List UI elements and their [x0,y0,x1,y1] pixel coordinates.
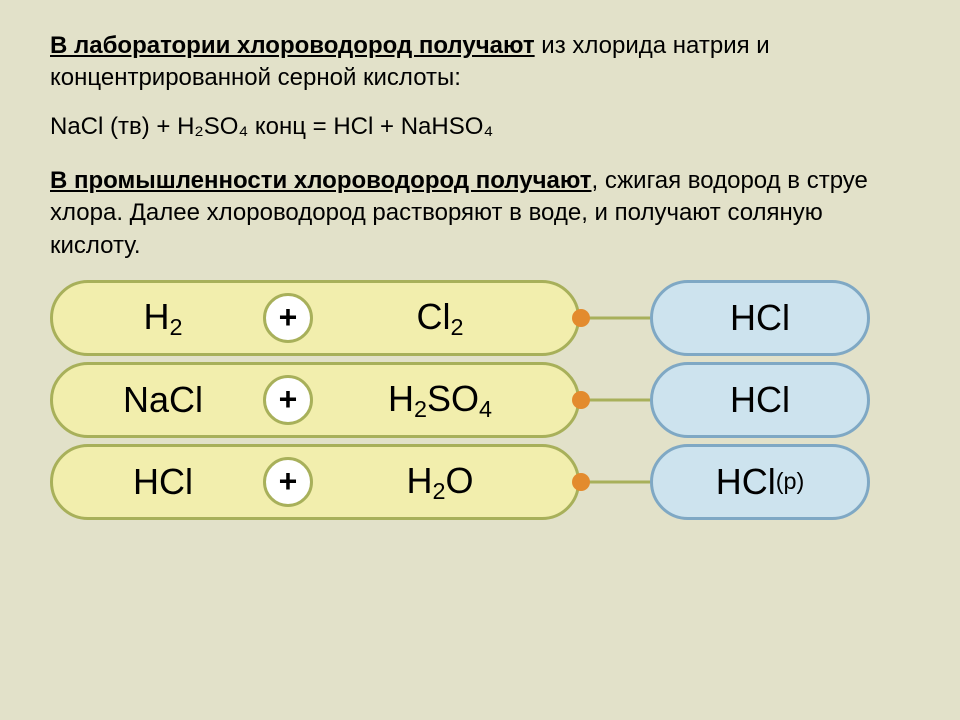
reactants-pill: HCl+H2O [50,444,580,520]
connector-dot-icon [572,391,590,409]
paragraph-2: В промышленности хлороводород получают, … [50,165,910,262]
plus-icon: + [263,457,313,507]
reactant-b: H2O [323,460,557,505]
reaction-row: NaCl+H2SO4 HCl [50,362,910,438]
plus-icon: + [263,375,313,425]
reactant-a: H2 [73,296,253,341]
product-pill: HCl [650,280,870,356]
product-pill: HCl [650,362,870,438]
reactant-b: Cl2 [323,296,557,341]
connector-dot-icon [572,473,590,491]
reactants-pill: H2+Cl2 [50,280,580,356]
para2-lead: В промышленности хлороводород получают [50,167,592,194]
paragraph-1: В лаборатории хлороводород получают из х… [50,30,910,95]
reactants-pill: NaCl+H2SO4 [50,362,580,438]
slide: В лаборатории хлороводород получают из х… [0,0,960,720]
reactions-diagram: H2+Cl2HClNaCl+H2SO4HClHCl+H2OHCl(р) [50,280,910,520]
connector-line [580,480,650,483]
reaction-row: HCl+H2O HCl(р) [50,444,910,520]
para1-lead: В лаборатории хлороводород получают [50,32,535,59]
connector-line [580,316,650,319]
reactant-b: H2SO4 [323,378,557,423]
reactant-a: HCl [73,461,253,503]
equation: NaCl (тв) + H₂SO₄ конц = HCl + NaHSO₄ [50,113,910,141]
reaction-row: H2+Cl2 HCl [50,280,910,356]
connector-dot-icon [572,309,590,327]
reactant-a: NaCl [73,379,253,421]
connector-line [580,398,650,401]
plus-icon: + [263,293,313,343]
product-pill: HCl(р) [650,444,870,520]
